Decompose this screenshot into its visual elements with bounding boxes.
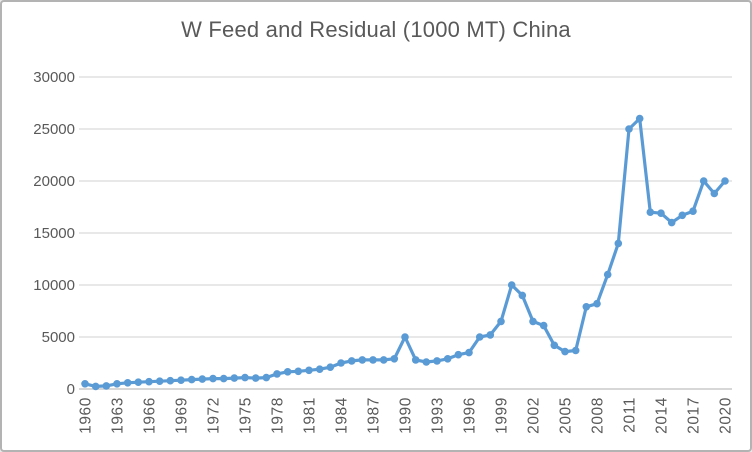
data-point: [155, 377, 164, 386]
data-point: [614, 239, 623, 248]
x-tick-label: 1993: [430, 397, 447, 434]
x-tick-label: 2020: [718, 397, 735, 434]
x-tick-label: 2005: [558, 397, 575, 434]
series-line: [83, 116, 727, 388]
data-point: [369, 356, 377, 364]
y-tick-label: 15000: [33, 225, 75, 242]
data-point: [219, 374, 228, 383]
data-point: [433, 357, 441, 365]
data-point: [625, 125, 633, 133]
data-point: [241, 373, 249, 382]
y-tick-label: 25000: [33, 121, 75, 138]
data-point: [283, 368, 292, 376]
data-point: [689, 207, 697, 215]
data-point: [518, 291, 527, 300]
data-point: [358, 356, 367, 364]
data-point: [411, 356, 420, 364]
x-tick-label: 1966: [142, 397, 159, 434]
x-tick-label: 1981: [302, 397, 319, 434]
data-point: [187, 375, 196, 384]
data-point: [294, 367, 303, 376]
data-point: [550, 341, 559, 350]
data-point: [593, 299, 601, 308]
y-tick-label: 5000: [42, 329, 75, 346]
data-point: [102, 382, 111, 390]
data-point: [646, 208, 655, 216]
data-point: [134, 378, 143, 387]
data-point: [529, 317, 537, 326]
data-point: [699, 177, 708, 185]
data-point: [486, 331, 495, 339]
data-point: [465, 348, 473, 357]
data-point: [145, 377, 153, 386]
data-point: [273, 370, 281, 378]
data-point: [635, 114, 644, 123]
data-point: [81, 380, 89, 388]
y-tick-label: 30000: [33, 69, 75, 86]
data-point: [166, 376, 175, 385]
x-tick-label: 1972: [206, 397, 223, 434]
x-tick-label: 2017: [686, 397, 703, 434]
data-point: [123, 379, 132, 387]
data-point: [582, 303, 591, 311]
data-point: [337, 359, 345, 367]
data-point: [710, 189, 719, 198]
data-point: [251, 374, 260, 382]
data-point: [657, 209, 665, 217]
data-point: [454, 350, 463, 359]
x-tick-label: 2011: [622, 397, 639, 433]
data-point: [315, 365, 324, 374]
data-point: [475, 333, 484, 341]
x-tick-label: 1996: [462, 397, 479, 434]
data-point: [230, 374, 239, 382]
data-point: [507, 281, 516, 289]
x-tick-label: 1969: [174, 397, 191, 434]
y-tick-label: 10000: [33, 277, 75, 294]
data-point: [401, 333, 409, 341]
data-point: [262, 373, 271, 382]
data-point: [603, 270, 612, 279]
x-tick-label: 1990: [398, 397, 415, 434]
data-point: [539, 321, 548, 330]
data-point: [497, 317, 505, 326]
data-point: [379, 356, 388, 364]
data-point: [721, 177, 729, 185]
data-point: [422, 358, 431, 366]
x-tick-label: 1975: [238, 397, 255, 434]
data-point: [667, 218, 676, 227]
data-point: [198, 375, 207, 383]
x-tick-label: 1999: [494, 397, 511, 434]
data-point: [561, 347, 569, 356]
data-point: [113, 380, 121, 388]
x-tick-label: 1963: [110, 397, 127, 434]
data-point: [326, 363, 335, 372]
data-point: [209, 374, 217, 383]
data-point: [347, 357, 356, 365]
x-tick-label: 2014: [654, 397, 671, 434]
x-tick-label: 2002: [526, 397, 543, 434]
data-point: [443, 355, 452, 363]
x-tick-label: 1987: [366, 397, 383, 434]
x-tick-label: 1960: [78, 397, 95, 434]
x-tick-label: 1978: [270, 397, 287, 434]
x-tick-label: 1984: [334, 397, 351, 434]
data-point: [678, 211, 687, 220]
y-tick-label: 0: [67, 381, 75, 398]
data-point: [305, 366, 313, 375]
data-point: [177, 376, 185, 385]
x-tick-label: 2008: [590, 397, 607, 434]
data-point: [91, 382, 100, 391]
chart-title: W Feed and Residual (1000 MT) China: [181, 17, 571, 42]
y-tick-label: 20000: [33, 173, 75, 190]
data-point: [571, 346, 580, 355]
data-point: [390, 355, 399, 363]
